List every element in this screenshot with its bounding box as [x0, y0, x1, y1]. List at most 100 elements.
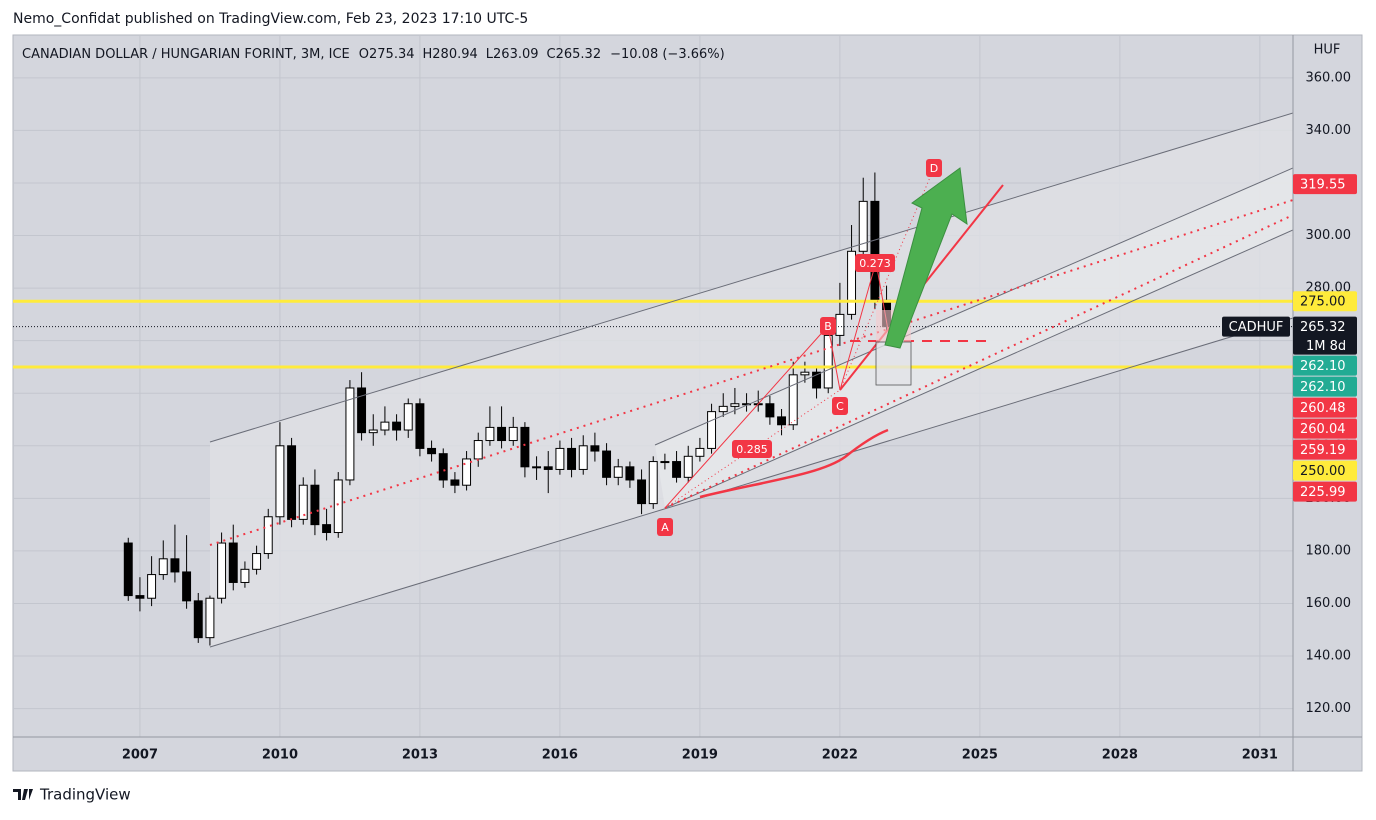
- price-label-box: [1293, 376, 1357, 397]
- trend-line: [654, 167, 1293, 446]
- brand: TradingView: [39, 786, 131, 804]
- price-label: 259.19: [1300, 443, 1346, 458]
- candle-body: [578, 445, 588, 470]
- price-label-box: [1293, 174, 1357, 195]
- ohlc-key: O: [359, 47, 369, 62]
- candle-body: [812, 371, 822, 389]
- candle-body: [718, 405, 728, 413]
- candle-body: [217, 542, 227, 599]
- candle-body: [252, 553, 262, 570]
- price-label-box: [1293, 418, 1357, 439]
- trend-line: [664, 229, 1293, 509]
- candle-body: [205, 597, 215, 639]
- price-label-box: [1293, 291, 1357, 312]
- price-label: 260.48: [1300, 401, 1346, 416]
- symbol-tag-box: [1222, 316, 1290, 337]
- price-label-box: [1293, 439, 1357, 460]
- candle-body: [450, 479, 460, 486]
- candle-body: [357, 387, 367, 434]
- annotation-label: 0.273: [859, 257, 891, 270]
- candle-body: [368, 429, 378, 434]
- brand-logo: TradingView: [13, 786, 131, 804]
- ohlc-value: 265.32: [556, 47, 602, 62]
- price-label: 262.10: [1300, 359, 1346, 374]
- price-label: 265.32: [1300, 320, 1346, 335]
- candle-body: [193, 600, 203, 639]
- candle-body: [473, 440, 483, 460]
- trend-line: [209, 112, 1293, 443]
- x-tick-label: 2016: [542, 748, 578, 763]
- y-tick-label: 340.00: [1306, 123, 1352, 138]
- candle-body: [485, 426, 495, 442]
- legend: CANADIAN DOLLAR / HUNGARIAN FORINT, 3M, …: [22, 47, 725, 62]
- candle-body: [543, 466, 553, 470]
- price-label: 319.55: [1300, 178, 1346, 193]
- y-tick-label: 360.00: [1306, 70, 1352, 85]
- channel-fills: [210, 113, 1293, 647]
- annotation-label: C: [836, 400, 844, 413]
- candle-body: [182, 571, 192, 602]
- annotation-label: 0.285: [736, 443, 768, 456]
- price-labels: 319.55 275.00 265.32 1M 8d CADHUF 262.10 262.1…: [1222, 174, 1357, 502]
- candle-body: [298, 484, 308, 520]
- candle-body: [415, 403, 425, 449]
- candle-body: [730, 403, 740, 407]
- price-label-box: [1293, 355, 1357, 376]
- candle-body: [777, 416, 787, 426]
- candle-body: [590, 445, 600, 452]
- candle-body: [497, 426, 507, 442]
- annotation-box: [732, 440, 772, 458]
- candle-body: [147, 574, 157, 599]
- annotations: A B C D 0.273 0.285: [657, 159, 942, 536]
- y-tick-label: 180.00: [1306, 543, 1352, 558]
- candle-body: [800, 371, 810, 376]
- candle-body: [263, 516, 273, 555]
- logo-mark: [13, 789, 33, 800]
- ohlc-key: C: [547, 47, 556, 62]
- annotation-box: [832, 397, 848, 415]
- annotation-box: [820, 317, 836, 335]
- candle-body: [823, 334, 833, 389]
- x-tick-label: 2028: [1102, 748, 1138, 763]
- annotation-box: [926, 159, 942, 177]
- y-tick-label: 140.00: [1306, 649, 1352, 664]
- annotation-label: D: [930, 162, 938, 175]
- price-label-box: [1293, 316, 1357, 355]
- symbol-title: CANADIAN DOLLAR / HUNGARIAN FORINT, 3M, …: [22, 47, 350, 62]
- annotation-label: A: [661, 521, 669, 534]
- dotted-line: [209, 199, 1293, 546]
- candle-body: [847, 250, 857, 315]
- ohlc-key: H: [423, 47, 433, 62]
- candle-body: [648, 461, 658, 505]
- candle-body: [707, 411, 717, 449]
- candle-body: [870, 200, 880, 301]
- y-tick-label: 160.00: [1306, 596, 1352, 611]
- candle-body: [170, 558, 180, 573]
- candle-body: [240, 568, 250, 583]
- candle-body: [228, 542, 238, 583]
- reward-box: [875, 341, 912, 386]
- candle-body: [567, 447, 577, 470]
- candle-body: [835, 313, 845, 336]
- price-label-box: [1293, 460, 1357, 481]
- candle-body: [555, 447, 565, 470]
- candle-body: [508, 426, 518, 442]
- ohlc: O275.34 H280.94 L263.09 C265.32: [359, 47, 601, 62]
- x-tick-label: 2010: [262, 748, 298, 763]
- candle-body: [520, 426, 530, 468]
- candle-body: [695, 447, 705, 457]
- ohlc-key: L: [486, 47, 494, 62]
- trend-line: [209, 317, 1293, 648]
- ohlc-value: 275.34: [369, 47, 415, 62]
- candle-body: [333, 479, 343, 534]
- candle-body: [637, 479, 647, 505]
- green-arrow: [884, 167, 968, 349]
- price-label: 225.99: [1300, 485, 1346, 500]
- candle-body: [613, 466, 623, 478]
- price-label: 260.04: [1300, 422, 1346, 437]
- x-tick-label: 2013: [402, 748, 438, 763]
- candle-body: [275, 445, 285, 518]
- candle-body: [462, 458, 472, 486]
- candle-body: [310, 484, 320, 526]
